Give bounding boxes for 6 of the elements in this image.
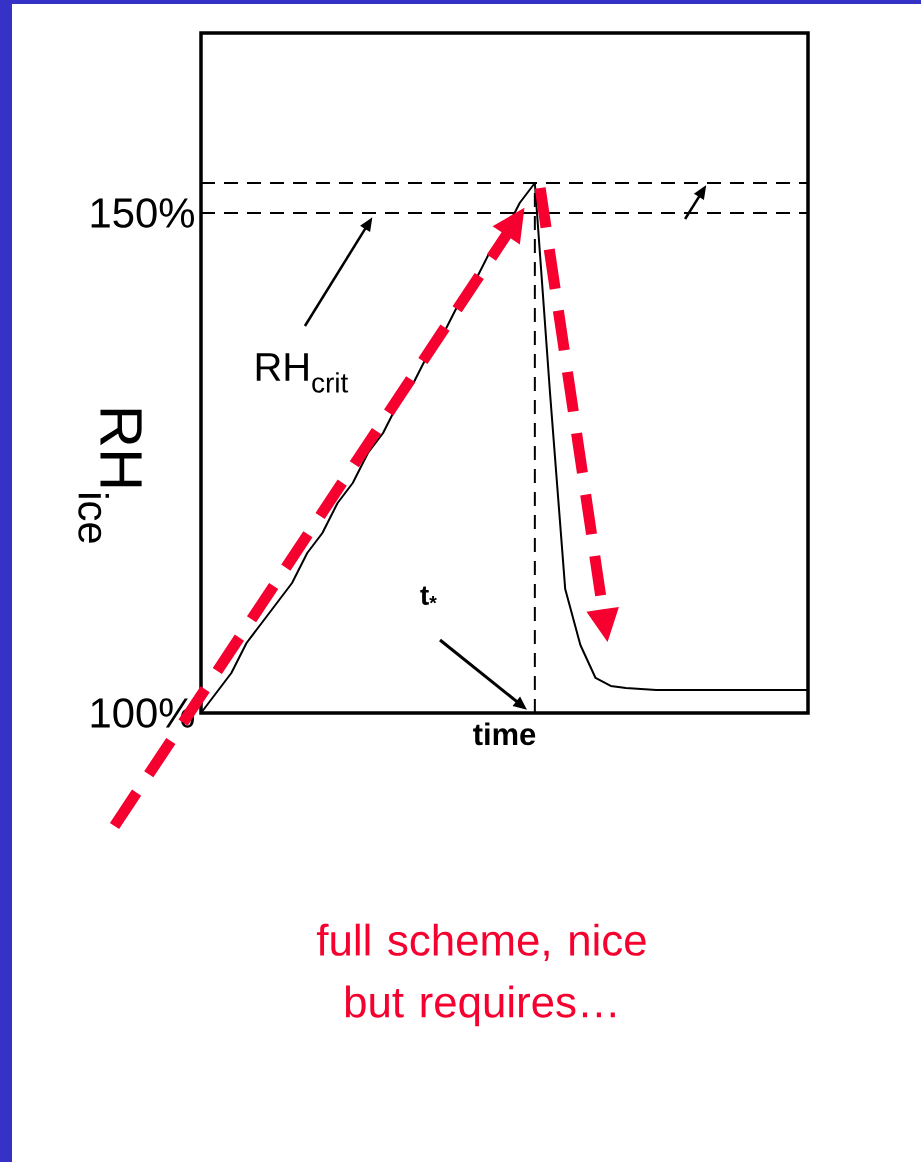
x-axis-title: time — [473, 722, 536, 746]
y-axis-title: RH$_{ice}$ — [78, 409, 142, 543]
y-tick-label: 150% — [91, 198, 194, 228]
ref-line-label: RH$_{crit}$ — [256, 353, 349, 393]
annotation: t$_{*}$ — [420, 586, 437, 605]
text: full scheme, nice but requires… — [316, 923, 646, 1027]
